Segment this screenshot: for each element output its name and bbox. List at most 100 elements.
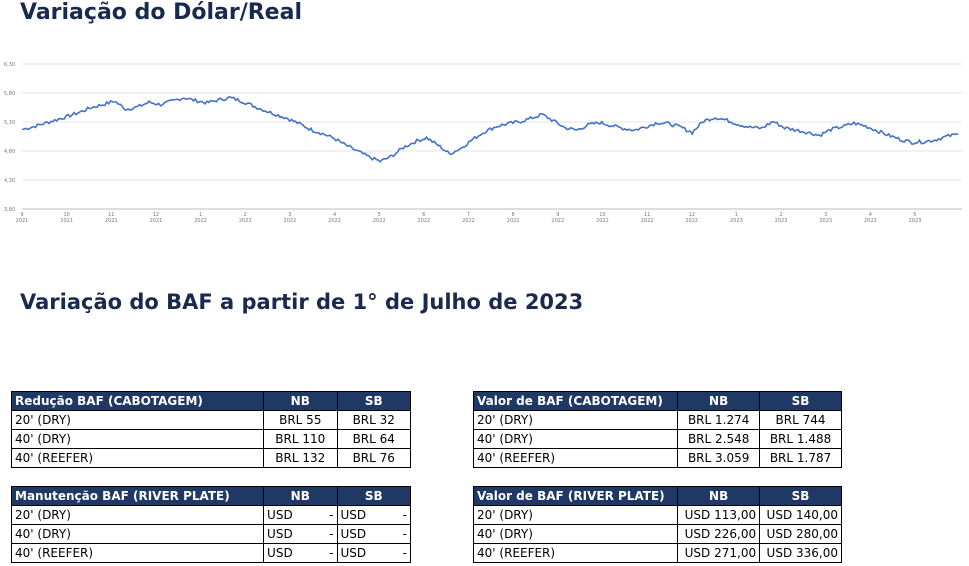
header-cell: NB	[677, 391, 761, 411]
x-tick-year: 2023	[864, 218, 877, 224]
table-row: 40' (REEFER) BRL 3.059 BRL 1.787	[472, 448, 842, 468]
x-tick-month: 4	[333, 212, 336, 218]
cell: 20' (DRY)	[10, 410, 265, 430]
cell: 40' (DRY)	[472, 524, 679, 544]
y-tick-label: 4,30	[4, 178, 15, 184]
header-cell: Valor de BAF (RIVER PLATE)	[472, 486, 679, 506]
cell: 40' (DRY)	[10, 524, 265, 544]
value: -	[329, 546, 334, 560]
x-tick-year: 2022	[551, 218, 564, 224]
cell: BRL 110	[263, 429, 338, 449]
cell: 20' (DRY)	[472, 505, 679, 525]
x-tick-month: 10	[63, 212, 69, 218]
y-tick-label: 6,30	[4, 62, 15, 68]
cell: BRL 1.274	[677, 410, 761, 430]
baf-title: Variação do BAF a partir de 1° de Julho …	[20, 290, 584, 314]
table-row: 20' (DRY) USD 113,00 USD 140,00	[472, 505, 842, 525]
x-tick-month: 11	[644, 212, 650, 218]
x-tick-year: 2022	[596, 218, 609, 224]
value: -	[402, 527, 407, 541]
value: -	[402, 508, 407, 522]
x-tick-year: 2022	[284, 218, 297, 224]
header-cell: Valor de BAF (CABOTAGEM)	[472, 391, 679, 411]
y-tick-label: 4,80	[4, 149, 15, 155]
x-tick-year: 2021	[60, 218, 73, 224]
series-line	[21, 96, 959, 163]
cell: USD -	[336, 505, 412, 525]
dolar-line-chart: 6,305,805,304,804,303,80 920211020211120…	[4, 62, 962, 224]
cell: USD -	[263, 543, 338, 563]
cell: BRL 76	[336, 448, 412, 468]
x-tick-month: 1	[735, 212, 738, 218]
table-row: 40' (REEFER) USD 271,00 USD 336,00	[472, 543, 842, 563]
x-tick-year: 2022	[239, 218, 252, 224]
cell: USD 271,00	[677, 543, 761, 563]
x-tick-month: 12	[689, 212, 695, 218]
header-cell: SB	[759, 486, 842, 506]
cell: BRL 1.488	[759, 429, 842, 449]
cell: USD -	[263, 505, 338, 525]
cell: USD -	[336, 543, 412, 563]
x-tick-year: 2022	[328, 218, 341, 224]
table-row: 40' (DRY) BRL 110 BRL 64	[10, 429, 412, 449]
x-tick-year: 2022	[417, 218, 430, 224]
currency: USD	[267, 508, 293, 522]
cell: USD 226,00	[677, 524, 761, 544]
table-valor-baf-cabotagem: Valor de BAF (CABOTAGEM) NB SB 20' (DRY)…	[472, 391, 842, 468]
cell: USD 280,00	[759, 524, 842, 544]
y-tick-label: 5,80	[4, 91, 15, 97]
cell: BRL 55	[263, 410, 338, 430]
x-tick-month: 5	[378, 212, 381, 218]
cell: 20' (DRY)	[472, 410, 679, 430]
header-cell: SB	[336, 391, 412, 411]
header-cell: NB	[677, 486, 761, 506]
x-tick-month: 4	[869, 212, 872, 218]
currency: USD	[267, 527, 293, 541]
table-row: 40' (DRY) BRL 2.548 BRL 1.488	[472, 429, 842, 449]
cell: BRL 3.059	[677, 448, 761, 468]
x-tick-month: 1	[199, 212, 202, 218]
table-row: 40' (REEFER) BRL 132 BRL 76	[10, 448, 412, 468]
x-tick-month: 2	[244, 212, 247, 218]
cell: 40' (DRY)	[472, 429, 679, 449]
currency: USD	[340, 546, 367, 560]
cell: USD -	[263, 524, 338, 544]
currency: USD	[267, 546, 293, 560]
header-cell: Manutenção BAF (RIVER PLATE)	[10, 486, 265, 506]
y-tick-label: 5,30	[4, 120, 15, 126]
x-tick-year: 2022	[507, 218, 520, 224]
x-tick-year: 2023	[909, 218, 922, 224]
x-tick-year: 2021	[150, 218, 163, 224]
x-tick-year: 2021	[16, 218, 29, 224]
x-tick-month: 2	[779, 212, 782, 218]
header-cell: SB	[336, 486, 412, 506]
cell: USD 113,00	[677, 505, 761, 525]
table-row: 40' (REEFER) USD - USD -	[10, 543, 412, 563]
x-tick-month: 10	[599, 212, 605, 218]
x-tick-month: 9	[20, 212, 23, 218]
cell: 40' (REEFER)	[10, 543, 265, 563]
table-row: 40' (DRY) USD - USD -	[10, 524, 412, 544]
x-tick-month: 8	[512, 212, 515, 218]
chart-title: Variação do Dólar/Real	[20, 0, 302, 25]
value: -	[329, 527, 334, 541]
x-tick-year: 2023	[775, 218, 788, 224]
table-row: 20' (DRY) USD - USD -	[10, 505, 412, 525]
x-tick-month: 5	[913, 212, 916, 218]
x-tick-month: 6	[422, 212, 425, 218]
cell: 40' (REEFER)	[10, 448, 265, 468]
table-manutencao-baf: Manutenção BAF (RIVER PLATE) NB SB 20' (…	[10, 486, 412, 563]
cell: BRL 32	[336, 410, 412, 430]
cell: BRL 132	[263, 448, 338, 468]
cell: BRL 744	[759, 410, 842, 430]
cell: BRL 2.548	[677, 429, 761, 449]
cell: USD 140,00	[759, 505, 842, 525]
table-row: 20' (DRY) BRL 1.274 BRL 744	[472, 410, 842, 430]
cell: USD -	[336, 524, 412, 544]
x-tick-month: 12	[153, 212, 159, 218]
header-cell: NB	[263, 391, 338, 411]
table-row: 40' (DRY) USD 226,00 USD 280,00	[472, 524, 842, 544]
cell: 20' (DRY)	[10, 505, 265, 525]
cell: USD 336,00	[759, 543, 842, 563]
x-tick-year: 2021	[105, 218, 118, 224]
